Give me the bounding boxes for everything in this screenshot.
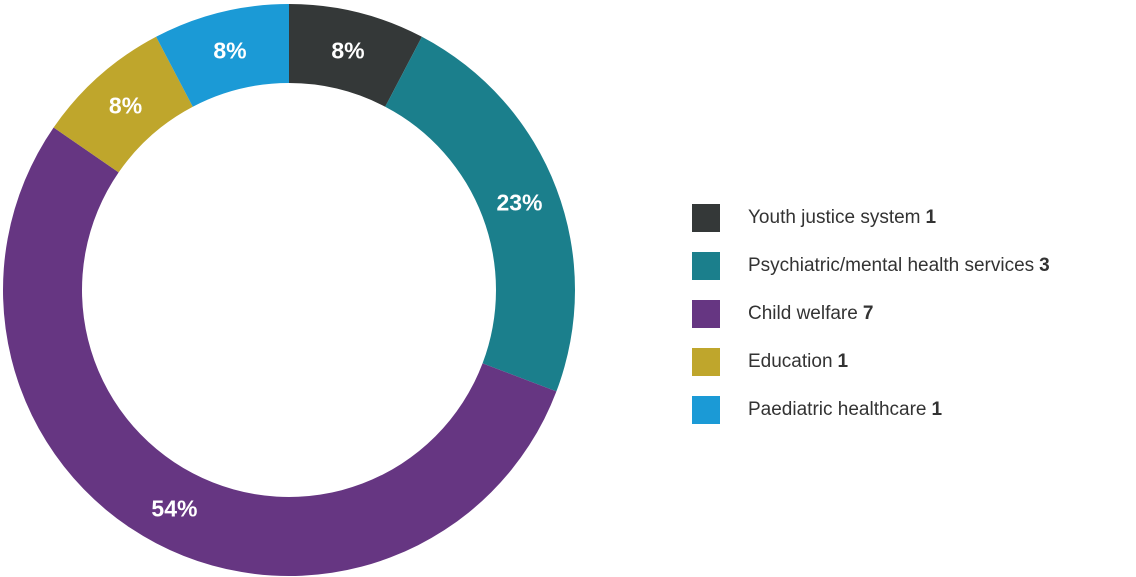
legend-swatch <box>692 348 720 376</box>
legend-item-youth-justice: Youth justice system 1 <box>692 194 1136 242</box>
legend-label: Psychiatric/mental health services <box>748 255 1035 276</box>
slice-percent-label: 8% <box>213 38 246 64</box>
legend-label: Youth justice system <box>748 207 921 228</box>
legend-label: Education <box>748 351 833 372</box>
slice-percent-label: 8% <box>331 38 364 64</box>
slice-percent-label: 8% <box>109 92 142 118</box>
legend-item-child-welfare: Child welfare 7 <box>692 290 1136 338</box>
donut-slice-youth-justice-system <box>289 4 422 107</box>
legend-swatch <box>692 252 720 280</box>
chart-legend: Youth justice system 1 Psychiatric/mental… <box>692 194 1136 434</box>
donut-slice-paediatric-healthcare <box>156 4 289 107</box>
legend-label: Child welfare <box>748 303 858 324</box>
legend-count: 3 <box>1039 255 1050 276</box>
slice-percent-label: 23% <box>496 190 542 216</box>
legend-label: Paediatric healthcare <box>748 399 927 420</box>
legend-swatch <box>692 396 720 424</box>
legend-swatch <box>692 204 720 232</box>
legend-item-education: Education 1 <box>692 338 1136 386</box>
legend-item-psychiatric-mental-health: Psychiatric/mental health services 3 <box>692 242 1136 290</box>
donut-slice-psychiatric-mental-health-services <box>385 36 575 392</box>
donut-chart: 8% 23% 54% 8% 8% <box>3 4 575 576</box>
donut-slice-child-welfare <box>3 127 557 576</box>
legend-count: 1 <box>931 399 943 420</box>
donut-slice-education <box>53 36 193 173</box>
legend-count: 1 <box>925 207 937 228</box>
legend-item-paediatric-healthcare: Paediatric healthcare 1 <box>692 386 1136 434</box>
slice-percent-label: 54% <box>151 495 197 521</box>
legend-count: 7 <box>862 303 874 324</box>
legend-count: 1 <box>837 351 849 372</box>
legend-swatch <box>692 300 720 328</box>
